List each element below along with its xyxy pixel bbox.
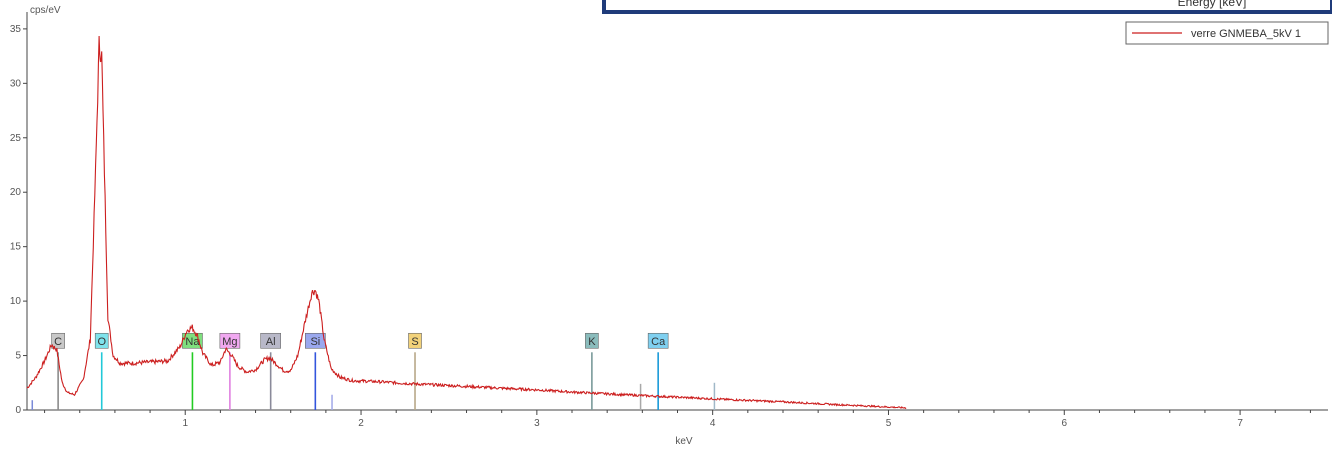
- x-axis: 1 2 3 4 5 6 7: [44, 410, 1311, 429]
- element-markers: C O Na Mg Al Si S K Ca: [51, 332, 669, 410]
- y-tick-label: 30: [10, 78, 22, 89]
- y-axis: 0 5 10 15 20 25 30 35: [10, 24, 27, 416]
- x-tick-label: 2: [358, 418, 364, 429]
- element-tag-s: [408, 332, 422, 349]
- x-tick-label: 6: [1062, 418, 1068, 429]
- overlay-box: Energy [keV]: [602, 0, 1332, 14]
- plot-frame: [26, 12, 1328, 411]
- legend: verre GNMEBA_5kV 1: [1125, 21, 1329, 45]
- element-label-si: Si: [310, 336, 320, 348]
- y-tick-label: 0: [15, 405, 21, 416]
- x-axis-label: keV: [675, 436, 693, 447]
- element-tag-c: [51, 332, 65, 349]
- x-tick-label: 3: [534, 418, 540, 429]
- series-line: [26, 35, 907, 410]
- overlay-text: Energy [keV]: [1178, 0, 1247, 9]
- element-label-ca: Ca: [651, 336, 666, 348]
- spectrum-series: [26, 35, 907, 410]
- element-tag-al: [260, 332, 281, 349]
- minor-lines: [31, 382, 716, 410]
- element-label-al: Al: [266, 336, 276, 348]
- y-tick-label: 35: [10, 24, 22, 35]
- y-tick-label: 20: [10, 187, 22, 198]
- element-label-c: C: [54, 336, 62, 348]
- y-tick-label: 15: [10, 242, 22, 253]
- element-label-mg: Mg: [222, 336, 237, 348]
- element-tag-mg: [219, 332, 241, 349]
- x-tick-label: 5: [886, 418, 892, 429]
- element-label-k: K: [588, 336, 596, 348]
- x-tick-label: 7: [1237, 418, 1243, 429]
- element-label-s: S: [411, 336, 418, 348]
- legend-label: verre GNMEBA_5kV 1: [1191, 28, 1301, 40]
- element-tag-k: [585, 332, 599, 349]
- y-tick-label: 10: [10, 296, 22, 307]
- x-tick-label: 1: [182, 418, 188, 429]
- x-tick-label: 4: [710, 418, 716, 429]
- element-label-o: O: [97, 336, 106, 348]
- y-axis-label: cps/eV: [30, 5, 61, 16]
- element-tag-o: [94, 332, 109, 349]
- y-tick-label: 25: [10, 133, 22, 144]
- y-tick-label: 5: [15, 351, 21, 362]
- element-tag-ca: [647, 332, 669, 349]
- element-label-na: Na: [185, 336, 200, 348]
